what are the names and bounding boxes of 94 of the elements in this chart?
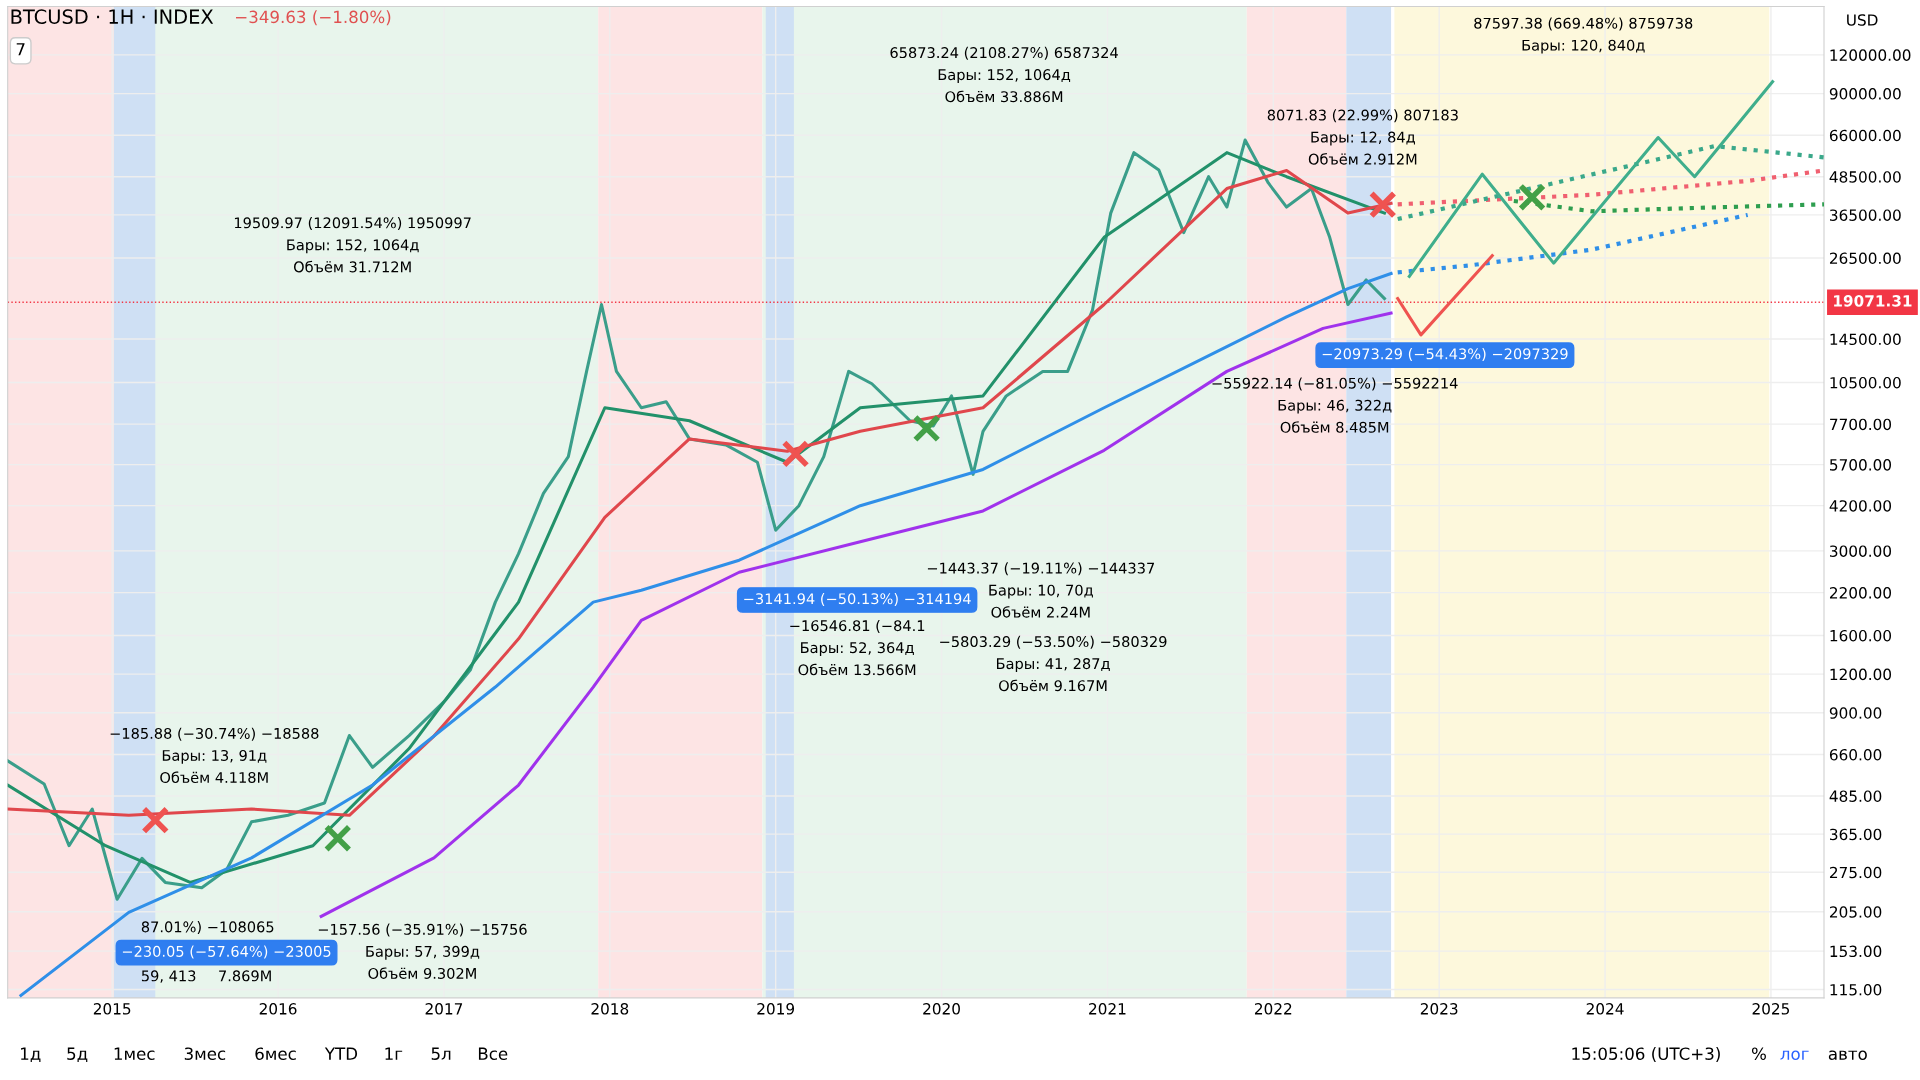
y-tick-label: 7700.00 — [1830, 418, 1892, 431]
annotation: −16546.81 (−84.1 — [790, 619, 925, 633]
y-tick-label: 660.00 — [1829, 748, 1882, 761]
line-series — [1395, 212, 1750, 275]
annotation: Объём 9.302M — [368, 967, 476, 979]
annotation: −185.88 (−30.74%) −18588 — [110, 727, 319, 741]
y-tick-label: 900.00 — [1829, 707, 1882, 719]
annotation: −5803.29 (−53.50%) −580329 — [940, 635, 1167, 649]
line-series — [1511, 198, 1824, 214]
annotation: Бары: 52, 364д — [801, 642, 914, 657]
x-tick-label: 2015 — [93, 1003, 131, 1015]
annotation: Бары: 152, 1064д — [287, 239, 419, 254]
x-tick-label: 2021 — [1089, 1003, 1126, 1015]
annotation: −55922.14 (−81.05%) −5592214 — [1212, 377, 1458, 391]
annotation: 65873.24 (2108.27%) 6587324 — [890, 46, 1118, 60]
x-tick-label: 2018 — [591, 1003, 629, 1015]
annotation: Бары: 46, 322д — [1278, 399, 1392, 414]
x-tick-label: 2024 — [1586, 1003, 1624, 1015]
chart-title: BTCUSD · 1H · INDEX — [11, 9, 214, 24]
text: % — [1751, 1047, 1766, 1060]
x-tick-label: 2017 — [425, 1003, 463, 1015]
y-tick-label: 153.00 — [1830, 945, 1882, 958]
y-tick-label: 14500.00 — [1830, 333, 1901, 346]
text: YTD — [324, 1047, 358, 1060]
annotation: Объём 2.912M — [1308, 153, 1417, 165]
annotation: 87597.38 (669.48%) 8759738 — [1474, 17, 1693, 31]
annotation: Объём 31.712M — [293, 260, 411, 273]
annotation: Объём 8.485M — [1280, 421, 1389, 433]
annotation: −1443.37 (−19.11%) −144337 — [927, 562, 1155, 576]
ref-line-label: 19071.31 — [1834, 295, 1912, 307]
point — [1518, 183, 1547, 212]
text: 3мес — [184, 1047, 226, 1060]
y-tick-label: 26500.00 — [1829, 252, 1901, 264]
annotation: −20973.29 (−54.43%) −2097329 — [1322, 348, 1568, 362]
y-tick-label: 275.00 — [1829, 866, 1882, 879]
text: 15:05:06 (UTC+3) — [1572, 1047, 1720, 1062]
text: Все — [478, 1047, 508, 1060]
annotation: Объём 4.118M — [160, 771, 268, 784]
y-tick-label: 3000.00 — [1830, 545, 1892, 557]
x-tick-label: 2022 — [1254, 1003, 1292, 1015]
annotation: 19509.97 (12091.54%) 1950997 — [234, 217, 471, 231]
annotation: 59, 413 — [141, 970, 196, 983]
text: 1мес — [114, 1047, 155, 1060]
text: авто — [1828, 1050, 1867, 1060]
annotation: −230.05 (−57.64%) −23005 — [122, 945, 331, 959]
y-tick-label: 10500.00 — [1830, 376, 1901, 389]
point — [1368, 190, 1397, 219]
x-tick-label: 2023 — [1420, 1003, 1458, 1015]
point — [323, 824, 352, 853]
y-tick-label: 5700.00 — [1830, 459, 1892, 471]
y-tick-label: 36500.00 — [1830, 209, 1901, 221]
annotation: −157.56 (−35.91%) −15756 — [318, 923, 527, 937]
annotation: Объём 13.566M — [798, 663, 916, 676]
annotation: Бары: 41, 287д — [996, 658, 1110, 672]
annotation: Бары: 13, 91д — [162, 749, 267, 764]
text: 1г — [385, 1047, 403, 1060]
annotation: Бары: 10, 70д — [989, 584, 1093, 599]
text: лог — [1780, 1050, 1809, 1060]
text: 6мес — [255, 1047, 296, 1060]
text: 5д — [67, 1047, 88, 1063]
y-axis-title: USD — [1847, 14, 1878, 26]
y-tick-label: 1600.00 — [1830, 629, 1892, 642]
annotation: 7.869M — [219, 970, 271, 982]
y-tick-label: 365.00 — [1830, 828, 1882, 841]
y-tick-label: 48500.00 — [1829, 171, 1901, 183]
y-tick-label: 2200.00 — [1829, 587, 1892, 599]
point — [781, 439, 810, 468]
annotation: −3141.94 (−50.13%) −314194 — [744, 592, 971, 606]
x-tick-label: 2025 — [1752, 1003, 1790, 1015]
y-tick-label: 4200.00 — [1829, 500, 1892, 512]
x-tick-label: 2020 — [923, 1003, 960, 1015]
x-tick-label: 2019 — [757, 1003, 795, 1015]
chart-subtitle: −349.63 (−1.80%) — [236, 10, 391, 26]
y-tick-label: 115.00 — [1830, 983, 1882, 996]
annotation: Бары: 152, 1064д — [938, 69, 1071, 83]
annotation: 8071.83 (22.99%) 807183 — [1267, 109, 1458, 123]
annotation: Бары: 12, 84д — [1311, 131, 1415, 146]
annotation: 87.01%) −108065 — [141, 921, 274, 935]
y-tick-label: 90000.00 — [1829, 88, 1901, 100]
annotation: Бары: 120, 840д — [1522, 39, 1645, 54]
y-tick-label: 485.00 — [1829, 790, 1882, 802]
text: 5л — [431, 1047, 451, 1060]
x-tick-label: 2016 — [259, 1003, 297, 1015]
annotation: Объём 9.167M — [999, 679, 1107, 692]
y-tick-label: 205.00 — [1829, 906, 1882, 918]
annotation: Объём 33.886M — [945, 90, 1063, 103]
y-tick-label: 120000.00 — [1830, 49, 1911, 61]
annotation: 7 — [16, 43, 25, 56]
y-tick-label: 66000.00 — [1829, 129, 1901, 142]
annotation: Объём 2.24M — [991, 606, 1090, 618]
text: 1д — [21, 1047, 41, 1063]
y-tick-label: 1200.00 — [1830, 668, 1892, 681]
annotation: Бары: 57, 399д — [366, 945, 480, 960]
point — [141, 806, 170, 835]
